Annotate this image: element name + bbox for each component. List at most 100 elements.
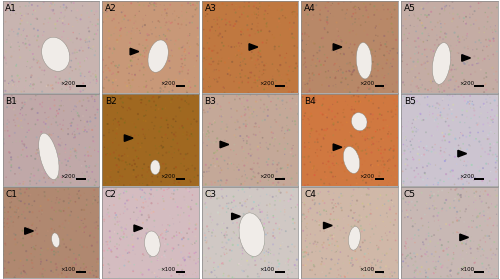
- Point: [328, 237, 336, 241]
- Point: [408, 121, 416, 126]
- Point: [367, 173, 375, 178]
- Point: [16, 139, 24, 144]
- Point: [342, 231, 350, 235]
- Point: [49, 181, 57, 185]
- Point: [106, 266, 114, 271]
- Point: [365, 98, 373, 103]
- Point: [52, 113, 60, 118]
- Point: [360, 159, 368, 163]
- Point: [416, 257, 424, 261]
- Point: [380, 165, 388, 170]
- Point: [90, 249, 98, 254]
- Point: [156, 62, 164, 66]
- Point: [156, 35, 164, 40]
- Point: [7, 215, 15, 219]
- Point: [267, 99, 275, 104]
- Point: [86, 115, 94, 119]
- Point: [14, 197, 22, 202]
- Point: [5, 214, 13, 218]
- Point: [112, 167, 120, 172]
- Point: [172, 134, 179, 138]
- Point: [22, 76, 30, 80]
- Point: [360, 255, 368, 259]
- Point: [399, 129, 407, 133]
- Point: [242, 199, 250, 204]
- Point: [150, 218, 158, 223]
- Point: [140, 114, 148, 118]
- Point: [308, 71, 316, 75]
- Point: [348, 143, 356, 148]
- Point: [386, 158, 394, 162]
- Point: [318, 103, 326, 108]
- Point: [76, 158, 84, 162]
- Point: [8, 27, 16, 32]
- Point: [212, 234, 220, 239]
- Point: [364, 246, 372, 251]
- Point: [182, 100, 190, 105]
- Polygon shape: [134, 225, 142, 232]
- Point: [100, 65, 108, 70]
- Point: [171, 183, 179, 187]
- Point: [380, 34, 388, 38]
- Point: [424, 38, 432, 43]
- Point: [304, 81, 312, 86]
- Point: [60, 187, 68, 192]
- Point: [376, 158, 384, 163]
- Point: [243, 259, 251, 263]
- Point: [266, 265, 274, 269]
- Point: [292, 245, 300, 249]
- Point: [76, 37, 84, 42]
- Point: [256, 106, 264, 110]
- Point: [338, 194, 345, 198]
- Point: [76, 99, 84, 104]
- Point: [333, 27, 341, 31]
- Point: [421, 95, 429, 100]
- Point: [132, 19, 140, 24]
- Point: [89, 97, 97, 101]
- Point: [34, 156, 42, 160]
- Point: [390, 223, 398, 227]
- Point: [262, 68, 270, 72]
- Point: [337, 120, 345, 125]
- Point: [493, 154, 500, 158]
- Point: [434, 45, 442, 50]
- Point: [136, 31, 144, 35]
- Point: [6, 45, 14, 49]
- Point: [307, 112, 315, 116]
- Point: [90, 183, 98, 187]
- Point: [434, 60, 442, 65]
- Point: [187, 207, 195, 211]
- Point: [141, 136, 149, 141]
- Point: [252, 121, 260, 126]
- Point: [268, 16, 276, 20]
- Point: [411, 39, 419, 43]
- Point: [432, 206, 440, 210]
- Point: [215, 15, 223, 20]
- Point: [132, 224, 140, 229]
- Point: [137, 227, 145, 232]
- Point: [224, 237, 232, 242]
- Point: [372, 84, 380, 88]
- Point: [442, 187, 450, 191]
- Point: [341, 16, 349, 21]
- Point: [186, 167, 194, 171]
- Point: [490, 240, 498, 244]
- Point: [382, 251, 390, 256]
- Point: [184, 79, 192, 83]
- Point: [462, 242, 470, 246]
- Point: [320, 201, 328, 205]
- Point: [1, 210, 9, 215]
- Point: [174, 22, 182, 26]
- Point: [7, 86, 15, 91]
- Point: [271, 137, 279, 141]
- Point: [454, 25, 462, 29]
- Point: [117, 234, 125, 239]
- Point: [161, 8, 169, 13]
- Point: [449, 220, 457, 225]
- Point: [410, 169, 418, 173]
- Point: [300, 141, 308, 145]
- Point: [164, 126, 172, 130]
- Point: [148, 20, 156, 24]
- Point: [204, 191, 212, 195]
- Point: [160, 16, 168, 21]
